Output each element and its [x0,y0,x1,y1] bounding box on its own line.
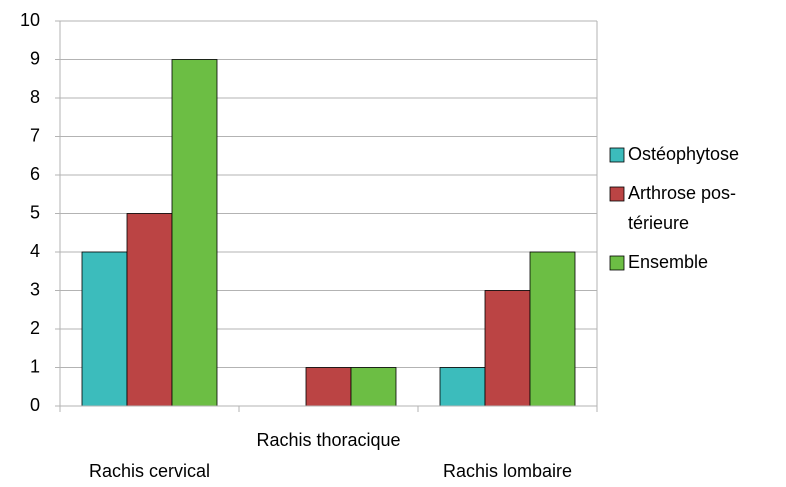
legend-label: Ensemble [628,252,708,272]
legend-label: Ostéophytose [628,144,739,164]
y-tick-label: 0 [30,395,40,415]
legend-line: térieure [628,213,689,233]
bar [305,367,352,407]
bar [81,251,128,407]
x-tick-label: Rachis cervical [89,461,210,481]
x-tick-label: Rachis thoracique [256,430,400,450]
y-tick-label: 5 [30,202,40,222]
legend-swatch [609,147,625,163]
y-tick-label: 10 [20,10,40,30]
legend-swatch [609,255,625,271]
bar [171,59,218,407]
bar [484,290,531,407]
bar [126,213,173,407]
bar [439,367,486,407]
legend-swatch [609,186,625,202]
y-tick-label: 3 [30,279,40,299]
legend-label: Arthrose pos-térieure [628,183,736,233]
y-tick-label: 7 [30,125,40,145]
bar [529,251,576,407]
y-tick-label: 9 [30,48,40,68]
x-tick-label: Rachis lombaire [443,461,572,481]
legend-line: Arthrose pos- [628,183,736,203]
bar [350,367,397,407]
y-tick-label: 2 [30,318,40,338]
y-tick-label: 1 [30,356,40,376]
y-tick-label: 4 [30,241,40,261]
y-tick-label: 6 [30,164,40,184]
legend: Ostéophytose Arthrose pos-térieure Ensembl… [609,144,739,272]
y-tick-label: 8 [30,87,40,107]
